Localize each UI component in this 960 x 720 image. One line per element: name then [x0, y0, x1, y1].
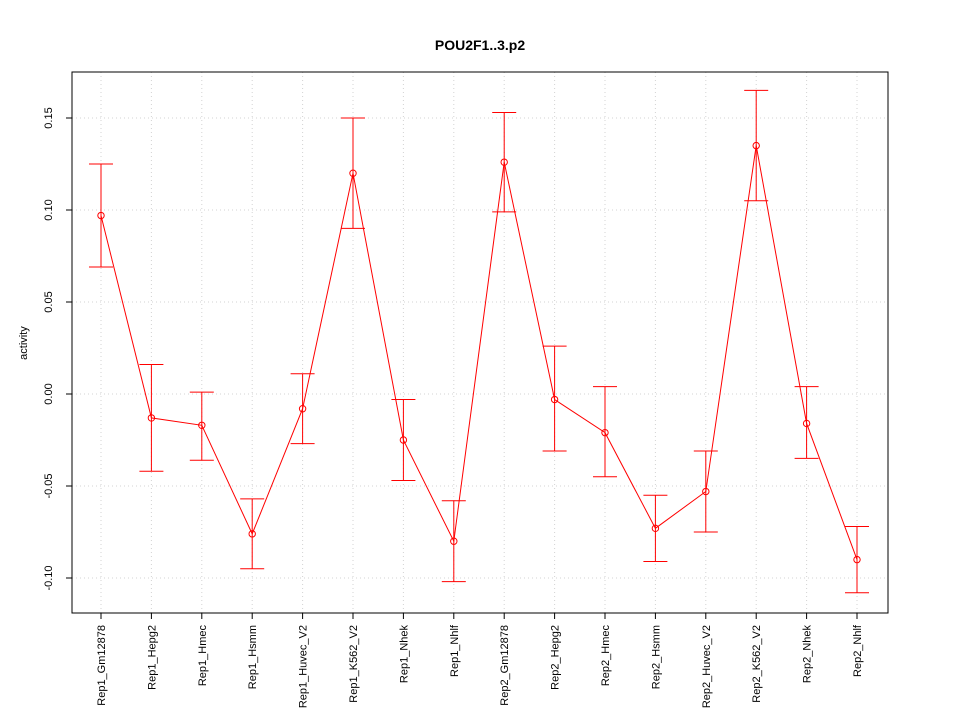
- data-point: [399, 436, 408, 444]
- y-axis-label: activity: [18, 326, 30, 360]
- data-point: [550, 395, 559, 404]
- x-tick-label: Rep1_Hmec: [197, 625, 209, 687]
- data-point: [752, 141, 760, 150]
- x-axis: Rep1_Gm12878 Rep1_Hepg2 Rep1_Hmec Rep1_Hsmm…: [96, 613, 864, 708]
- grid: [72, 72, 888, 613]
- x-tick-label: Rep2_K562_V2: [751, 625, 763, 703]
- data-point: [601, 428, 609, 437]
- data-point: [147, 414, 156, 422]
- y-tick-label: 0.05: [43, 291, 55, 312]
- x-tick-label: Rep1_Hepg2: [146, 625, 158, 690]
- x-tick-label: Rep1_Huvec_V2: [298, 625, 310, 708]
- data-point: [500, 158, 508, 166]
- data-point: [248, 530, 256, 538]
- data-point: [298, 405, 307, 413]
- x-tick-label: Rep2_Hsmm: [650, 625, 662, 689]
- data-point: [97, 211, 105, 220]
- x-tick-label: Rep2_Nhek: [802, 625, 814, 684]
- x-tick-label: Rep1_Nhlf: [449, 624, 461, 677]
- data-point: [853, 555, 861, 564]
- data-point: [802, 419, 811, 428]
- x-tick-label: Rep2_Huvec_V2: [701, 625, 713, 708]
- series-line: [100, 145, 858, 560]
- data-point: [651, 524, 660, 533]
- x-tick-label: Rep1_Gm12878: [96, 625, 108, 706]
- data-point: [702, 487, 710, 496]
- series-activity: [89, 89, 869, 594]
- x-tick-label: Rep1_Hsmm: [247, 625, 259, 689]
- x-tick-label: Rep2_Hmec: [600, 625, 612, 687]
- y-axis: -0.10 -0.05 0.00 0.05 0.10 0.15: [43, 107, 72, 591]
- data-point: [450, 537, 458, 545]
- y-tick-label: -0.10: [43, 565, 55, 590]
- y-tick-label: 0.00: [43, 383, 55, 404]
- plot-frame: [71, 71, 889, 614]
- y-tick-label: -0.05: [43, 473, 55, 498]
- chart-title: POU2F1..3.p2: [435, 37, 525, 53]
- data-point: [349, 169, 357, 177]
- x-tick-label: Rep2_Hepg2: [550, 625, 562, 690]
- x-tick-label: Rep1_K562_V2: [348, 625, 360, 703]
- y-tick-label: 0.10: [43, 199, 55, 220]
- x-tick-label: Rep1_Nhek: [398, 625, 410, 684]
- data-point: [198, 421, 206, 429]
- x-tick-label: Rep2_Gm12878: [499, 625, 511, 706]
- x-tick-label: Rep2_Nhlf: [852, 624, 864, 677]
- y-tick-label: 0.15: [43, 107, 55, 128]
